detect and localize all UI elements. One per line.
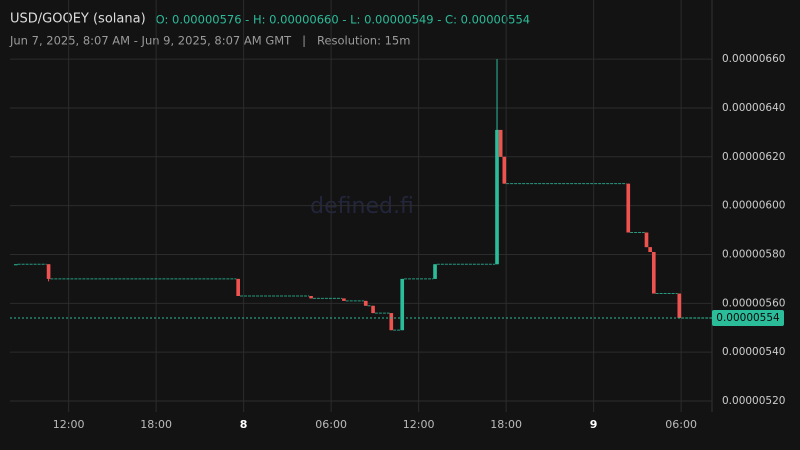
candle-body [648,247,652,253]
candle-body [626,183,631,233]
x-tick-label: 9 [590,418,598,431]
candle-body [13,264,18,266]
y-tick-label: 0.00000600 [722,200,785,212]
candle-body [389,313,394,331]
y-tick-label: 0.00000660 [722,53,785,65]
candle-body [502,156,507,184]
x-tick-label: 06:00 [665,418,697,431]
candle-body [495,129,499,265]
candle-body [498,129,503,157]
last-price-tag [712,309,784,326]
candle-body [433,264,437,279]
candle-body [309,295,313,299]
y-tick-label: 0.00000520 [722,395,785,407]
x-tick-label: 18:00 [140,418,172,431]
candle-body [644,232,649,248]
y-tick-label: 0.00000580 [722,248,785,260]
ohlc-readout: O: 0.00000576 - H: 0.00000660 - L: 0.000… [156,13,530,27]
y-tick-label: 0.00000620 [722,151,785,163]
last-price-label: 0.00000554 [716,312,780,324]
x-tick-label: 12:00 [403,418,435,431]
x-tick-label: 8 [240,418,248,431]
candle-body [342,298,346,301]
chart-title: USD/GOOEY (solana) [10,12,146,27]
x-tick-label: 06:00 [315,418,347,431]
candle-body [651,252,656,294]
candle-body [677,293,682,318]
y-tick-label: 0.00000540 [722,346,785,358]
watermark: defined.fi [310,194,414,219]
candle-body [236,278,240,296]
candle-body [371,305,375,314]
candle-body [46,264,51,279]
candle-body [400,278,405,331]
x-tick-label: 18:00 [490,418,522,431]
y-tick-label: 0.00000640 [722,102,785,114]
y-tick-label: 0.00000560 [722,297,785,309]
chart-subtitle: Jun 7, 2025, 8:07 AM - Jun 9, 2025, 8:07… [9,34,410,48]
candle-body [363,300,368,306]
x-tick-label: 12:00 [53,418,85,431]
